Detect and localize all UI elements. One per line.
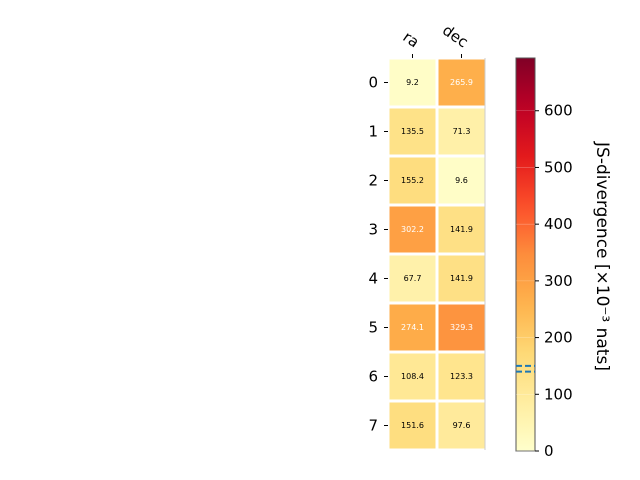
cell-value-label: 123.3	[450, 372, 473, 381]
heatmap-cell	[389, 108, 436, 155]
heatmap-grid: 9.2 265.9 135.5 71.3 155.2 9.6 302.2 141.9 67.7 1…	[388, 58, 486, 450]
cell-value-label: 71.3	[453, 127, 471, 136]
cell-value-label: 151.6	[401, 421, 424, 430]
cell-value-label: 302.2	[401, 225, 424, 234]
colorbar-gradient	[515, 57, 536, 452]
colorbar-tick-label: 100	[544, 385, 573, 403]
heatmap-cell	[438, 402, 485, 449]
x-tick-label: dec	[439, 21, 471, 51]
cell-value-label: 108.4	[401, 372, 424, 381]
colorbar-tick-label: 0	[544, 442, 554, 460]
heatmap-cell	[438, 108, 485, 155]
colorbar-tick-label: 300	[544, 272, 573, 290]
cell-value-label: 9.6	[455, 176, 468, 185]
cell-value-label: 155.2	[401, 176, 424, 185]
y-tick-label: 1	[368, 123, 378, 141]
cell-value-label: 329.3	[450, 323, 473, 332]
heatmap-cell	[389, 157, 436, 204]
y-tick-label: 2	[368, 172, 378, 190]
colorbar-tick-label: 500	[544, 158, 573, 176]
colorbar-tick-label: 400	[544, 215, 573, 233]
heatmap-cell	[389, 255, 436, 302]
colorbar: 0 100 200 300 400 500 600	[515, 57, 573, 460]
cell-value-label: 97.6	[453, 421, 471, 430]
heatmap-cell	[389, 402, 436, 449]
cell-value-label: 135.5	[401, 127, 424, 136]
y-tick-label: 0	[368, 74, 378, 92]
heatmap-cell	[389, 353, 436, 400]
cell-value-label: 141.9	[450, 274, 473, 283]
y-tick-label: 7	[368, 417, 378, 435]
heatmap-cell	[438, 206, 485, 253]
y-tick-label: 5	[368, 319, 378, 337]
y-tick-label: 6	[368, 368, 378, 386]
heatmap-cell	[389, 206, 436, 253]
colorbar-label: JS-divergence [×10⁻³ nats]	[592, 141, 612, 371]
y-axis: 0 1 2 3 4 5 6 7	[368, 74, 388, 435]
x-axis: ra dec	[400, 21, 472, 58]
cell-value-label: 265.9	[450, 78, 473, 87]
colorbar-tick-label: 200	[544, 329, 573, 347]
cell-value-label: 141.9	[450, 225, 473, 234]
heatmap-cell	[438, 255, 485, 302]
cell-value-label: 274.1	[401, 323, 424, 332]
heatmap-cell	[438, 157, 485, 204]
heatmap-cell	[438, 59, 485, 106]
colorbar-tick-label: 600	[544, 102, 573, 120]
x-tick-label: ra	[400, 28, 423, 52]
y-tick-label: 3	[368, 221, 378, 239]
y-tick-label: 4	[368, 270, 378, 288]
heatmap-cell	[389, 59, 436, 106]
heatmap-cell	[389, 304, 436, 351]
cell-value-label: 67.7	[404, 274, 422, 283]
heatmap-cell	[438, 304, 485, 351]
heatmap-cell	[438, 353, 485, 400]
cell-value-label: 9.2	[406, 78, 419, 87]
